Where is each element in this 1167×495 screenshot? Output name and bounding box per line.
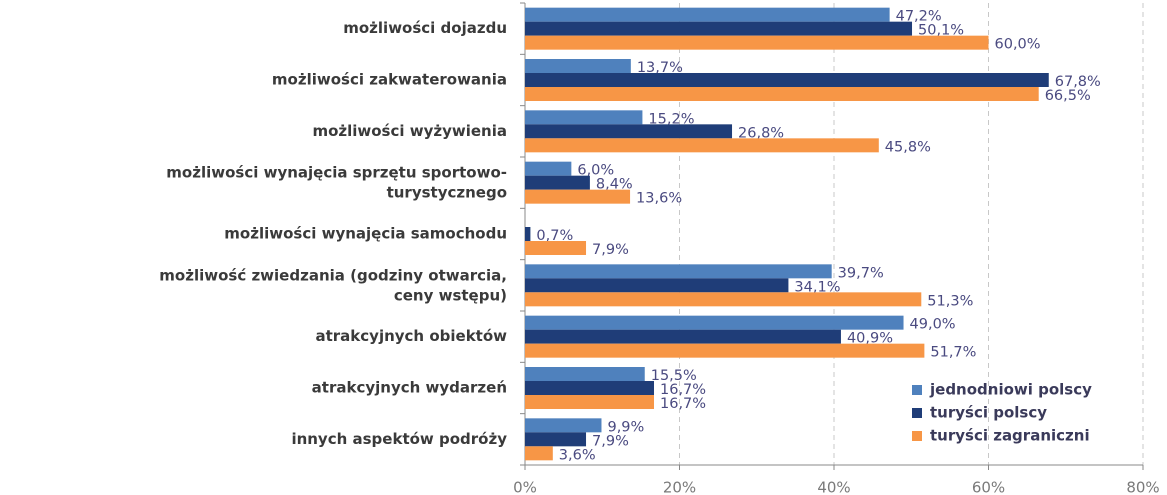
data-label: 40,9% bbox=[847, 331, 893, 347]
bar bbox=[525, 381, 655, 395]
legend-swatch bbox=[912, 385, 922, 395]
x-tick-label: 40% bbox=[817, 479, 850, 495]
category-label: możliwości wynajęcia sprzętu sportowo-tu… bbox=[166, 163, 507, 201]
data-label: 50,1% bbox=[918, 23, 964, 39]
bar bbox=[525, 73, 1049, 87]
bar bbox=[525, 418, 602, 433]
data-label: 8,4% bbox=[596, 177, 633, 193]
bar bbox=[525, 227, 531, 241]
x-tick-label: 0% bbox=[513, 479, 537, 495]
bar bbox=[525, 7, 890, 22]
legend-label: jednodniowi polscy bbox=[929, 381, 1092, 399]
data-label: 0,7% bbox=[536, 228, 573, 244]
bar bbox=[525, 315, 904, 330]
bar bbox=[525, 241, 587, 255]
bar bbox=[525, 329, 841, 344]
bar bbox=[525, 278, 789, 293]
data-label: 9,9% bbox=[607, 419, 644, 435]
data-label: 15,5% bbox=[651, 368, 697, 384]
data-label: 7,9% bbox=[592, 433, 629, 449]
data-label: 16,7% bbox=[660, 396, 706, 412]
category-label: możliwości wyżywienia bbox=[312, 122, 507, 140]
bar bbox=[525, 110, 643, 125]
category-label: możliwości wynajęcia samochodu bbox=[224, 225, 507, 243]
category-label: atrakcyjnych obiektów bbox=[315, 327, 507, 345]
data-label: 51,7% bbox=[930, 345, 976, 361]
bar bbox=[525, 21, 913, 36]
data-label: 3,6% bbox=[559, 447, 596, 463]
data-label: 45,8% bbox=[885, 139, 931, 155]
data-label: 34,1% bbox=[794, 279, 840, 295]
data-label: 7,9% bbox=[592, 242, 629, 258]
bar bbox=[525, 367, 645, 381]
data-label: 39,7% bbox=[838, 265, 884, 281]
x-tick-label: 20% bbox=[663, 479, 696, 495]
data-label: 16,7% bbox=[660, 382, 706, 398]
category-label: możliwości zakwaterowania bbox=[272, 71, 507, 89]
category-label: atrakcyjnych wydarzeń bbox=[312, 379, 507, 397]
data-label: 13,6% bbox=[636, 191, 682, 207]
data-label: 47,2% bbox=[896, 9, 942, 25]
bar bbox=[525, 87, 1039, 101]
legend-label: turyści zagraniczni bbox=[930, 427, 1090, 445]
bar bbox=[525, 264, 832, 279]
bar bbox=[525, 138, 879, 153]
data-label: 26,8% bbox=[738, 125, 784, 141]
x-tick-label: 60% bbox=[972, 479, 1005, 495]
legend-swatch bbox=[912, 431, 922, 441]
legend-label: turyści polscy bbox=[930, 404, 1047, 422]
bar bbox=[525, 161, 572, 176]
data-label: 60,0% bbox=[995, 37, 1041, 53]
bar bbox=[525, 35, 989, 50]
data-label: 13,7% bbox=[637, 60, 683, 76]
category-label: innych aspektów podróży bbox=[291, 430, 507, 448]
data-label: 67,8% bbox=[1055, 74, 1101, 90]
data-label: 15,2% bbox=[648, 111, 694, 127]
data-label: 6,0% bbox=[577, 163, 614, 179]
bar bbox=[525, 343, 925, 358]
bar bbox=[525, 432, 587, 447]
bar bbox=[525, 175, 590, 190]
legend-swatch bbox=[912, 408, 922, 418]
bar bbox=[525, 446, 553, 461]
category-label: możliwości dojazdu bbox=[343, 19, 507, 37]
bar bbox=[525, 395, 655, 409]
x-tick-label: 80% bbox=[1126, 479, 1159, 495]
bar bbox=[525, 124, 733, 139]
data-label: 49,0% bbox=[910, 317, 956, 333]
bar bbox=[525, 292, 922, 307]
bar bbox=[525, 189, 631, 204]
data-label: 66,5% bbox=[1045, 88, 1091, 104]
data-label: 51,3% bbox=[927, 293, 973, 309]
category-label: możliwość zwiedzania (godziny otwarcia, c… bbox=[159, 266, 507, 304]
bar bbox=[525, 59, 631, 73]
